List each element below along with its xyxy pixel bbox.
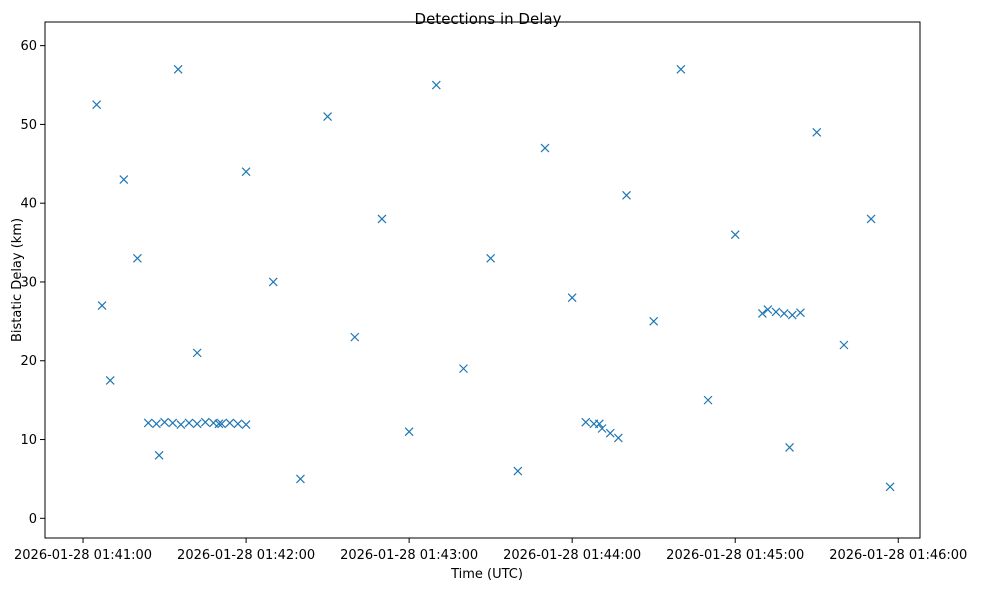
scatter-point bbox=[796, 308, 805, 318]
scatter-point bbox=[540, 143, 550, 153]
scatter-point bbox=[866, 214, 876, 224]
scatter-point bbox=[589, 419, 599, 429]
scatter-point bbox=[119, 175, 129, 184]
x-tick-label: 2026-01-28 01:44:00 bbox=[503, 548, 641, 563]
scatter-point bbox=[176, 420, 186, 429]
y-tick-label: 20 bbox=[20, 354, 37, 369]
scatter-point bbox=[132, 253, 142, 263]
y-tick-label: 0 bbox=[29, 512, 37, 527]
scatter-point bbox=[787, 310, 797, 320]
x-tick-label: 2026-01-28 01:43:00 bbox=[340, 548, 478, 563]
scatter-point bbox=[92, 100, 102, 110]
scatter-point bbox=[779, 309, 789, 318]
y-tick-label: 60 bbox=[20, 39, 37, 54]
scatter-point bbox=[812, 127, 822, 137]
scatter-point bbox=[377, 214, 387, 224]
scatter-point bbox=[649, 316, 659, 326]
scatter-point bbox=[885, 482, 895, 492]
scatter-point bbox=[771, 307, 781, 317]
scatter-point bbox=[567, 293, 577, 303]
scatter-point bbox=[296, 474, 305, 484]
y-axis-title: Bistatic Delay (km) bbox=[10, 218, 25, 342]
scatter-point bbox=[143, 418, 153, 428]
y-axis: 0 10 20 30 40 50 60 bbox=[20, 39, 45, 527]
y-tick-label: 50 bbox=[20, 118, 37, 133]
scatter-point bbox=[192, 348, 202, 358]
scatter-point bbox=[268, 277, 278, 287]
chart-title: Detections in Delay bbox=[415, 10, 562, 28]
plot-frame bbox=[44, 21, 921, 539]
scatter-point bbox=[676, 64, 686, 74]
scatter-point bbox=[785, 442, 794, 452]
scatter-point bbox=[703, 395, 713, 405]
scatter-point bbox=[192, 419, 202, 429]
scatter-point bbox=[350, 332, 360, 342]
y-tick-label: 40 bbox=[20, 197, 37, 212]
scatter-point bbox=[597, 424, 607, 433]
scatter-point bbox=[209, 418, 218, 428]
scatter-point bbox=[97, 301, 107, 311]
scatter-point bbox=[233, 419, 243, 429]
scatter-point bbox=[323, 112, 333, 121]
scatter-point bbox=[581, 417, 591, 427]
scatter-point bbox=[241, 167, 251, 177]
x-axis-title: Time (UTC) bbox=[450, 567, 523, 582]
x-tick-label: 2026-01-28 01:46:00 bbox=[829, 548, 967, 563]
scatter-point bbox=[217, 419, 227, 429]
scatter-point bbox=[763, 305, 773, 314]
scatter-point bbox=[225, 418, 235, 428]
scatter-point bbox=[431, 80, 441, 90]
x-tick-label: 2026-01-28 01:42:00 bbox=[177, 548, 315, 563]
x-tick-label: 2026-01-28 01:41:00 bbox=[14, 548, 152, 563]
scatter-point bbox=[154, 450, 164, 460]
y-tick-label: 30 bbox=[20, 275, 37, 290]
scatter-point bbox=[613, 433, 623, 443]
scatter-point bbox=[459, 364, 468, 374]
scatter-points bbox=[92, 64, 895, 492]
scatter-point bbox=[839, 340, 849, 350]
x-tick-label: 2026-01-28 01:45:00 bbox=[666, 548, 804, 563]
scatter-point bbox=[160, 417, 169, 427]
scatter-point bbox=[105, 376, 115, 385]
y-tick-label: 10 bbox=[20, 433, 37, 448]
scatter-point bbox=[404, 427, 414, 437]
scatter-point bbox=[730, 230, 740, 240]
scatter-point bbox=[200, 417, 210, 427]
scatter-point bbox=[184, 418, 194, 428]
scatter-point bbox=[757, 309, 767, 318]
scatter-point bbox=[241, 420, 251, 429]
scatter-point bbox=[486, 253, 496, 263]
scatter-point bbox=[173, 64, 183, 74]
x-axis: 2026-01-28 01:41:00 2026-01-28 01:42:00 20… bbox=[14, 538, 967, 563]
scatter-point bbox=[168, 418, 178, 428]
scatter-point bbox=[622, 190, 631, 200]
scatter-point bbox=[513, 466, 523, 476]
scatter-point bbox=[605, 428, 615, 438]
scatter-point bbox=[151, 419, 161, 429]
